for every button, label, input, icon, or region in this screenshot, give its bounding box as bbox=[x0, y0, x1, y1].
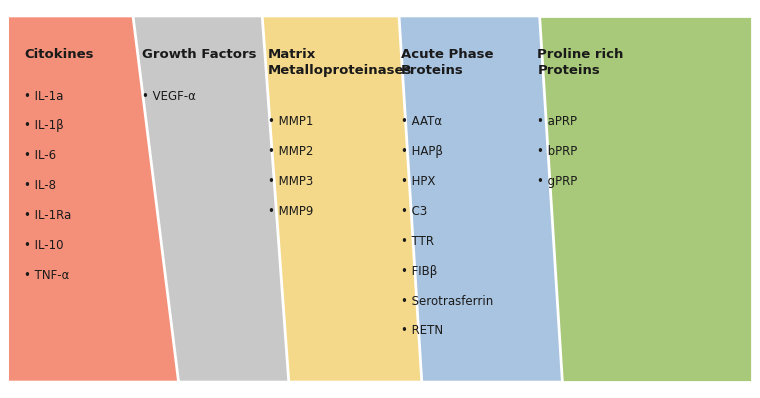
Text: Proline rich
Proteins: Proline rich Proteins bbox=[537, 48, 624, 77]
Text: • MMP1: • MMP1 bbox=[268, 115, 313, 129]
Text: • VEGF-α: • VEGF-α bbox=[142, 90, 196, 103]
Text: • IL-10: • IL-10 bbox=[24, 239, 64, 252]
Text: • IL-8: • IL-8 bbox=[24, 179, 56, 192]
Text: • MMP2: • MMP2 bbox=[268, 145, 313, 158]
Polygon shape bbox=[521, 16, 752, 382]
Text: • aPRP: • aPRP bbox=[537, 115, 578, 129]
Text: • C3: • C3 bbox=[401, 205, 427, 218]
Text: • MMP9: • MMP9 bbox=[268, 205, 313, 218]
Text: • IL-1β: • IL-1β bbox=[24, 119, 64, 133]
Polygon shape bbox=[384, 16, 562, 382]
Polygon shape bbox=[251, 16, 422, 382]
Text: • RETN: • RETN bbox=[401, 324, 442, 338]
Text: • IL-1Ra: • IL-1Ra bbox=[24, 209, 71, 222]
Polygon shape bbox=[125, 16, 289, 382]
Text: • TTR: • TTR bbox=[401, 235, 433, 248]
Text: • HPX: • HPX bbox=[401, 175, 435, 188]
Text: • gPRP: • gPRP bbox=[537, 175, 578, 188]
Text: • HAPβ: • HAPβ bbox=[401, 145, 442, 158]
Text: • AATα: • AATα bbox=[401, 115, 442, 129]
Text: • TNF-α: • TNF-α bbox=[24, 269, 70, 282]
Text: • MMP3: • MMP3 bbox=[268, 175, 313, 188]
Text: Matrix
Metalloproteinases: Matrix Metalloproteinases bbox=[268, 48, 412, 77]
Text: Citokines: Citokines bbox=[24, 48, 93, 61]
Text: • FIBβ: • FIBβ bbox=[401, 265, 437, 278]
Text: • Serotrasferrin: • Serotrasferrin bbox=[401, 295, 492, 308]
Text: Acute Phase
Proteins: Acute Phase Proteins bbox=[401, 48, 493, 77]
Text: • IL-6: • IL-6 bbox=[24, 149, 56, 162]
Polygon shape bbox=[8, 16, 179, 382]
Text: • bPRP: • bPRP bbox=[537, 145, 578, 158]
Text: • IL-1a: • IL-1a bbox=[24, 90, 64, 103]
Text: Growth Factors: Growth Factors bbox=[142, 48, 257, 61]
